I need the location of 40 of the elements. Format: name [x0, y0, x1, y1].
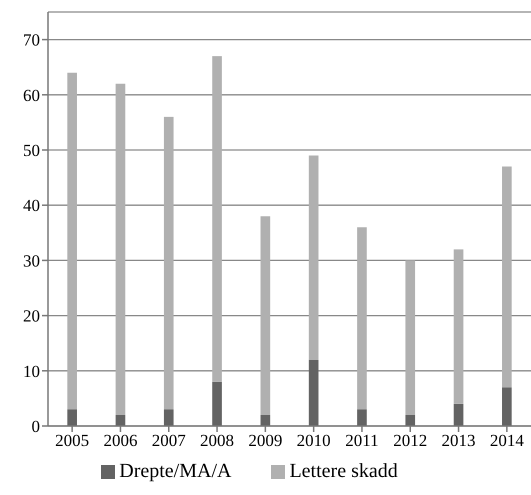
- y-tick-label: 40: [23, 196, 40, 216]
- x-tick-label: 2011: [345, 431, 379, 450]
- bar: [67, 72, 77, 410]
- x-tick-label: 2007: [152, 431, 186, 450]
- bar: [116, 414, 126, 426]
- y-tick-label: 0: [32, 417, 40, 436]
- y-tick-label: 10: [23, 362, 40, 381]
- bar: [454, 249, 464, 404]
- bar: [212, 382, 222, 426]
- bar: [405, 414, 416, 426]
- bar: [308, 360, 318, 426]
- legend-label: Lettere skadd: [289, 460, 398, 482]
- x-tick-label: 2008: [200, 431, 234, 450]
- x-tick-label: 2005: [55, 431, 90, 450]
- x-tick-label: 2012: [393, 431, 428, 450]
- bar: [212, 56, 222, 382]
- x-tick-label: 2013: [442, 431, 476, 450]
- bar: [164, 116, 174, 410]
- bar: [502, 166, 512, 388]
- x-tick-label: 2006: [103, 431, 138, 450]
- x-tick-label: 2010: [296, 431, 331, 450]
- bar: [67, 409, 77, 426]
- bar: [405, 260, 416, 415]
- bar: [164, 409, 174, 426]
- bar: [116, 84, 126, 415]
- bar: [308, 156, 318, 360]
- x-tick-label: 2014: [490, 431, 524, 450]
- bar: [260, 414, 270, 426]
- bar: [454, 404, 464, 426]
- y-tick-label: 20: [23, 306, 40, 326]
- y-tick-label: 70: [23, 30, 40, 50]
- bar: [357, 227, 367, 410]
- bar: [357, 409, 367, 426]
- y-tick-label: 50: [23, 141, 40, 160]
- bar: [502, 387, 512, 426]
- y-tick-label: 30: [23, 251, 40, 270]
- y-tick-label: 60: [23, 86, 40, 105]
- x-tick-label: 2009: [248, 431, 282, 450]
- bar: [260, 216, 270, 415]
- legend-label: Drepte/MA/A: [119, 460, 232, 482]
